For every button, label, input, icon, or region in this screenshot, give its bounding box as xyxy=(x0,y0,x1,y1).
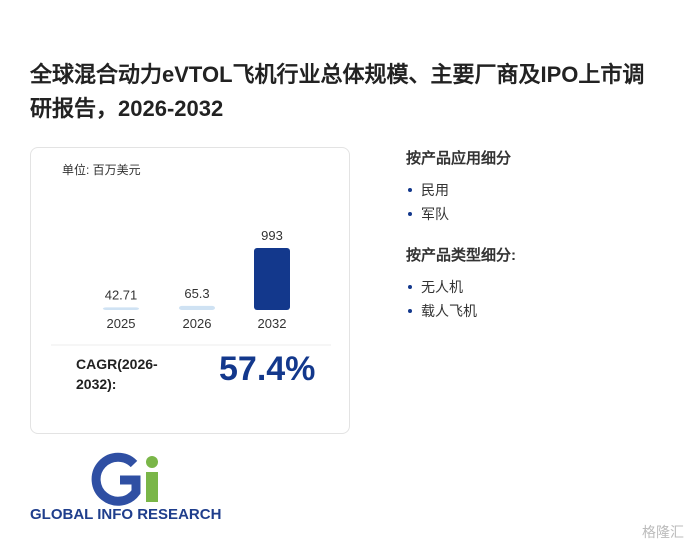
bar-chart: 单位: 百万美元 CAGR(2026- 2032): 57.4% 42.71 202… xyxy=(51,162,331,392)
cagr-label-line: 2032): xyxy=(76,376,116,392)
segment-item: 无人机 xyxy=(406,275,686,299)
segment: 按产品应用细分民用 军队 xyxy=(406,147,686,226)
segment-list: 民用 军队 xyxy=(406,178,686,226)
logo-i xyxy=(146,472,158,502)
x-tick-label: 2032 xyxy=(258,316,287,331)
logo-g xyxy=(91,452,141,506)
bar xyxy=(103,307,139,310)
unit-label: 单位: 百万美元 xyxy=(62,162,141,177)
value-label: 42.71 xyxy=(105,287,138,302)
segment-list: 无人机 载人飞机 xyxy=(406,275,686,323)
segment-item: 载人飞机 xyxy=(406,299,686,323)
cagr-value: 57.4% xyxy=(219,350,315,388)
segment-heading: 按产品类型细分: xyxy=(406,247,516,264)
segment-heading: 按产品应用细分 xyxy=(406,150,512,167)
logo-icon xyxy=(91,452,158,506)
segment-panel: 按产品应用细分民用 军队按产品类型细分: 无人机 载人飞机 xyxy=(406,147,686,341)
page-title: 全球混合动力eVTOL飞机行业总体规模、主要厂商及IPO上市调研报告，2026-… xyxy=(30,62,645,121)
bar xyxy=(254,248,290,310)
watermark: 格隆汇 xyxy=(642,524,684,540)
x-tick-label: 2025 xyxy=(107,316,136,331)
logo-dot xyxy=(146,456,158,468)
x-tick-label: 2026 xyxy=(183,316,212,331)
segment-item: 军队 xyxy=(406,202,686,226)
value-label: 65.3 xyxy=(184,286,209,301)
segment: 按产品类型细分: 无人机 载人飞机 xyxy=(406,244,686,323)
segment-item: 民用 xyxy=(406,178,686,202)
cagr-label: CAGR(2026- 2032): xyxy=(76,356,158,392)
bar xyxy=(179,305,215,310)
market-card: 单位: 百万美元 CAGR(2026- 2032): 57.4% 42.71 202… xyxy=(30,147,350,434)
logo-text: GLOBAL INFO RESEARCH xyxy=(30,506,222,523)
cagr-label-line: CAGR(2026- xyxy=(76,356,158,372)
value-label: 993 xyxy=(261,228,283,243)
